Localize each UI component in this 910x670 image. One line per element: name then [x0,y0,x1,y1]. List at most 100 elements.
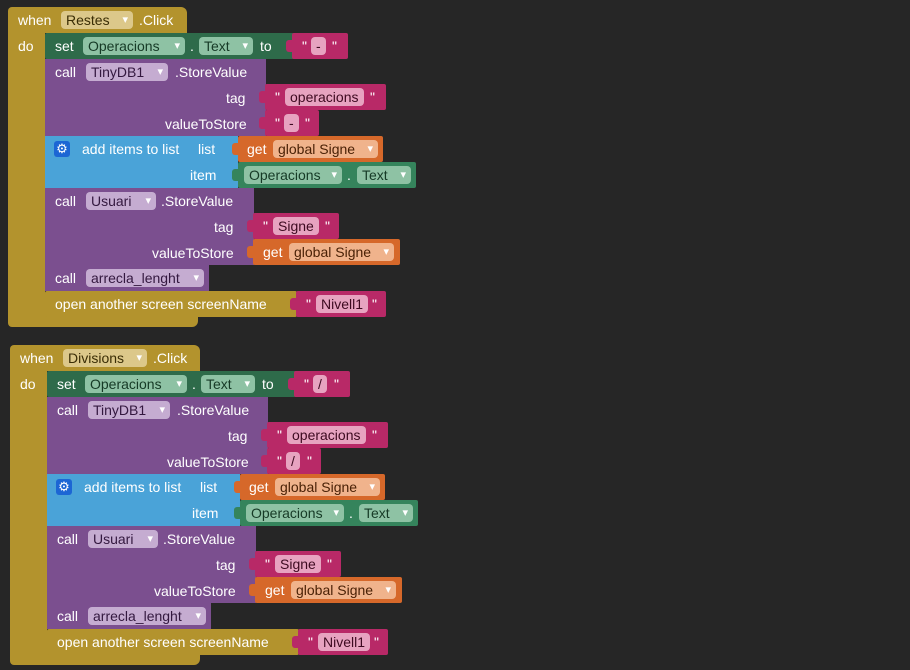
quote-open: " [308,634,313,650]
do-keyword: do [20,376,36,392]
event-name: .Click [139,12,174,28]
text-field[interactable]: - [311,37,326,55]
do-keyword: do [18,38,34,54]
quote-open: " [277,453,282,469]
plug [259,91,265,103]
quote-close: " [325,218,330,234]
when-keyword: when [18,12,52,28]
text-field[interactable]: Nivell1 [318,633,371,651]
call-keyword: call [57,402,79,418]
get-keyword: get [263,244,283,260]
tag-label: tag [216,557,236,573]
add-items-label: add items to list [84,479,182,495]
call-component-dropdown[interactable]: Usuari [88,530,158,548]
variable-dropdown[interactable]: global Signe [273,140,378,158]
plug [232,143,238,155]
plug [290,298,296,310]
set-keyword: set [57,376,76,392]
quote-open: " [275,115,280,131]
set-property-dropdown[interactable]: Text [199,37,253,55]
add-items-to-list-block[interactable] [45,136,238,188]
quote-close: " [334,376,339,392]
quote-open: " [263,218,268,234]
value-to-store-label: valueToStore [154,583,236,599]
call-method-name: .StoreValue [175,64,248,80]
text-field[interactable]: Nivell1 [316,295,369,313]
call-component-dropdown[interactable]: TinyDB1 [86,63,168,81]
text-field[interactable]: Signe [273,217,319,235]
value-to-store-label: valueToStore [167,454,249,470]
item-label: item [192,505,219,521]
add-items-to-list-block[interactable] [47,474,240,526]
get-keyword: get [249,479,269,495]
plug [261,429,267,441]
property-dropdown[interactable]: Text [357,166,411,184]
set-component-dropdown[interactable]: Operacions [83,37,185,55]
call-component-dropdown[interactable]: TinyDB1 [88,401,170,419]
open-screen-label: open another screen screenName [55,296,267,312]
quote-close: " [307,453,312,469]
value-to-store-label: valueToStore [152,245,234,261]
plug [249,584,255,596]
event-footer [8,315,198,327]
component-dropdown[interactable]: Restes [61,11,133,29]
plug [261,455,267,467]
call-method-name: .StoreValue [161,193,234,209]
procedure-dropdown[interactable]: arrecla_lenght [86,269,204,287]
get-keyword: get [265,582,285,598]
event-do-column [8,31,45,327]
text-field[interactable]: / [313,375,327,393]
procedure-dropdown[interactable]: arrecla_lenght [88,607,206,625]
event-do-column [10,369,47,665]
quote-close: " [374,634,379,650]
set-dot: . [192,376,196,392]
variable-dropdown[interactable]: global Signe [291,581,396,599]
call-component-dropdown[interactable]: Usuari [86,192,156,210]
quote-close: " [372,296,377,312]
quote-open: " [265,556,270,572]
plug [232,169,238,181]
tag-label: tag [228,428,248,444]
call-keyword: call [55,64,77,80]
text-field[interactable]: / [286,452,300,470]
text-field[interactable]: Signe [275,555,321,573]
text-field[interactable]: operacions [285,88,364,106]
text-field[interactable]: - [284,114,299,132]
list-label: list [200,479,218,495]
property-dot: . [349,505,353,521]
set-component-dropdown[interactable]: Operacions [85,375,187,393]
component-dropdown[interactable]: Operacions [246,504,344,522]
text-field[interactable]: operacions [287,426,366,444]
property-dropdown[interactable]: Text [359,504,413,522]
open-another-screen-block[interactable] [47,629,299,655]
when-keyword: when [20,350,54,366]
quote-open: " [304,376,309,392]
set-keyword: set [55,38,74,54]
call-keyword: call [57,608,79,624]
plug [288,378,294,390]
list-label: list [198,141,216,157]
open-another-screen-block[interactable] [45,291,297,317]
plug [249,558,255,570]
call-method-name: .StoreValue [163,531,236,547]
quote-open: " [302,38,307,54]
component-dropdown[interactable]: Operacions [244,166,342,184]
call-keyword: call [55,193,77,209]
open-screen-label: open another screen screenName [57,634,269,650]
plug [292,636,298,648]
variable-dropdown[interactable]: global Signe [275,478,380,496]
plug [234,481,240,493]
component-dropdown[interactable]: Divisions [63,349,147,367]
quote-open: " [277,427,282,443]
variable-dropdown[interactable]: global Signe [289,243,394,261]
tag-label: tag [214,219,234,235]
tag-label: tag [226,90,246,106]
gear-icon[interactable]: ⚙ [56,479,72,495]
set-property-dropdown[interactable]: Text [201,375,255,393]
set-to-keyword: to [260,38,272,54]
quote-open: " [306,296,311,312]
event-footer [10,653,200,665]
value-to-store-label: valueToStore [165,116,247,132]
quote-close: " [372,427,377,443]
gear-icon[interactable]: ⚙ [54,141,70,157]
